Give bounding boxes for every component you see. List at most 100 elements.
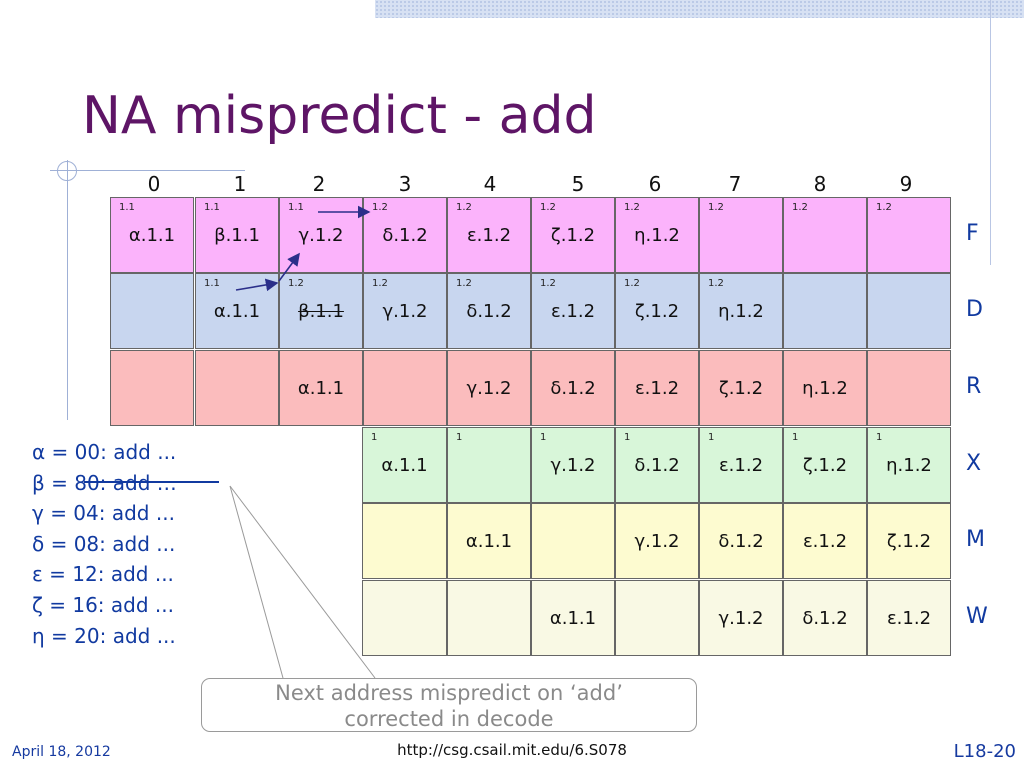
pipeline-cell-d-1: 1.1 α.1.1 <box>195 273 279 349</box>
pipeline-cell-x-6: 1 δ.1.2 <box>615 427 699 503</box>
footer-page-number: L18-20 <box>953 741 1016 762</box>
legend-line-beta: β = 80: add … <box>32 470 177 495</box>
cell-tag: 1.2 <box>708 202 724 213</box>
cell-label: α.1.1 <box>128 225 176 246</box>
cell-label: α.1.1 <box>381 455 428 476</box>
pipeline-cell-d-7: 1.2 η.1.2 <box>699 273 783 349</box>
cell-tag: 1.1 <box>204 278 220 289</box>
footer-url[interactable]: http://csg.csail.mit.edu/6.S078 <box>397 741 627 759</box>
cell-label: δ.1.2 <box>466 301 512 322</box>
pipeline-cell-m-5 <box>531 503 615 579</box>
stage-label-m: M <box>966 527 985 552</box>
pipeline-cell-r-5: δ.1.2 <box>531 350 615 426</box>
cell-label: β.1.1 <box>298 301 344 322</box>
legend-line-alpha: α = 00: add ... <box>32 440 177 464</box>
column-header: 6 <box>648 172 662 196</box>
cell-label: δ.1.2 <box>718 531 764 552</box>
cell-tag: 1 <box>792 432 799 443</box>
pipeline-cell-r-2: α.1.1 <box>279 350 363 426</box>
column-header: 2 <box>312 172 326 196</box>
cell-tag: 1 <box>371 432 378 443</box>
pipeline-cell-w-6 <box>615 580 699 656</box>
pipeline-cell-x-3: 1 α.1.1 <box>362 427 447 503</box>
cell-label: η.1.2 <box>634 225 680 246</box>
cell-label: δ.1.2 <box>382 225 428 246</box>
cell-label: ζ.1.2 <box>802 455 848 476</box>
callout-pointer-left <box>229 485 284 679</box>
cell-label: ε.1.2 <box>550 301 596 322</box>
column-header: 0 <box>147 172 161 196</box>
legend-line-gamma: γ = 04: add ... <box>32 501 175 526</box>
cell-label: ζ.1.2 <box>550 225 596 246</box>
cell-tag: 1.2 <box>288 278 304 289</box>
pipeline-cell-w-7: γ.1.2 <box>699 580 783 656</box>
cell-label: β.1.1 <box>214 225 260 246</box>
callout-box: Next address mispredict on ‘add’ correct… <box>201 678 697 732</box>
cell-label: δ.1.2 <box>802 608 848 629</box>
cell-label: ε.1.2 <box>886 608 932 629</box>
cell-label: α.1.1 <box>297 378 345 399</box>
cell-label: ζ.1.2 <box>718 378 764 399</box>
cell-label: γ.1.2 <box>466 378 512 399</box>
legend-line-zeta: ζ = 16: add ... <box>32 592 174 617</box>
cell-label: ζ.1.2 <box>886 531 932 552</box>
cell-tag: 1.2 <box>456 202 472 213</box>
legend-line-eta: η = 20: add ... <box>32 623 176 648</box>
cell-label: γ.1.2 <box>382 301 428 322</box>
pipeline-cell-r-4: γ.1.2 <box>447 350 531 426</box>
pipeline-cell-d-8 <box>783 273 867 349</box>
cell-label: γ.1.2 <box>298 225 344 246</box>
cell-label: α.1.1 <box>213 301 261 322</box>
legend-line-epsilon: ε = 12: add ... <box>32 562 174 587</box>
pipeline-cell-d-9 <box>867 273 951 349</box>
header-decoration-band <box>375 0 1024 18</box>
cell-label: ε.1.2 <box>466 225 512 246</box>
pipeline-cell-w-9: ε.1.2 <box>867 580 951 656</box>
column-header: 8 <box>813 172 827 196</box>
pipeline-cell-x-8: 1 ζ.1.2 <box>783 427 867 503</box>
cell-tag: 1.2 <box>456 278 472 289</box>
pipeline-cell-m-4: α.1.1 <box>447 503 531 579</box>
cell-tag: 1.1 <box>119 202 135 213</box>
pipeline-cell-m-8: ε.1.2 <box>783 503 867 579</box>
cell-label: γ.1.2 <box>634 531 680 552</box>
pipeline-cell-d-4: 1.2 δ.1.2 <box>447 273 531 349</box>
cell-tag: 1.1 <box>204 202 220 213</box>
cell-tag: 1 <box>624 432 631 443</box>
pipeline-cell-m-6: γ.1.2 <box>615 503 699 579</box>
pipeline-cell-r-9 <box>867 350 951 426</box>
cell-label: γ.1.2 <box>718 608 764 629</box>
cell-tag: 1.2 <box>372 278 388 289</box>
pipeline-cell-m-7: δ.1.2 <box>699 503 783 579</box>
pipeline-cell-f-7: 1.2 <box>699 197 783 273</box>
stage-label-d: D <box>966 297 983 322</box>
cell-tag: 1 <box>708 432 715 443</box>
cell-label: ε.1.2 <box>802 531 848 552</box>
footer-date: April 18, 2012 <box>12 744 111 760</box>
decoration-line <box>50 170 245 171</box>
decoration-line <box>990 0 991 265</box>
cell-tag: 1.1 <box>288 202 304 213</box>
pipeline-cell-d-3: 1.2 γ.1.2 <box>363 273 447 349</box>
decoration-line <box>67 160 68 420</box>
legend-line-delta: δ = 08: add ... <box>32 531 176 556</box>
stage-label-r: R <box>966 374 982 399</box>
column-header: 3 <box>398 172 412 196</box>
pipeline-cell-d-5: 1.2 ε.1.2 <box>531 273 615 349</box>
pipeline-cell-f-1: 1.1 β.1.1 <box>195 197 279 273</box>
cell-tag: 1.2 <box>624 202 640 213</box>
pipeline-cell-r-8: η.1.2 <box>783 350 867 426</box>
pipeline-cell-f-6: 1.2 η.1.2 <box>615 197 699 273</box>
pipeline-cell-r-0 <box>110 350 194 426</box>
column-header: 7 <box>728 172 742 196</box>
cell-label: γ.1.2 <box>550 455 596 476</box>
column-header: 9 <box>899 172 913 196</box>
stage-label-x: X <box>966 451 982 476</box>
pipeline-cell-f-8: 1.2 <box>783 197 867 273</box>
pipeline-cell-w-3 <box>362 580 447 656</box>
decoration-circle <box>57 161 77 181</box>
cell-label: ζ.1.2 <box>634 301 680 322</box>
pipeline-cell-d-2: 1.2 β.1.1 <box>279 273 363 349</box>
cell-label: δ.1.2 <box>550 378 596 399</box>
column-header: 4 <box>483 172 497 196</box>
